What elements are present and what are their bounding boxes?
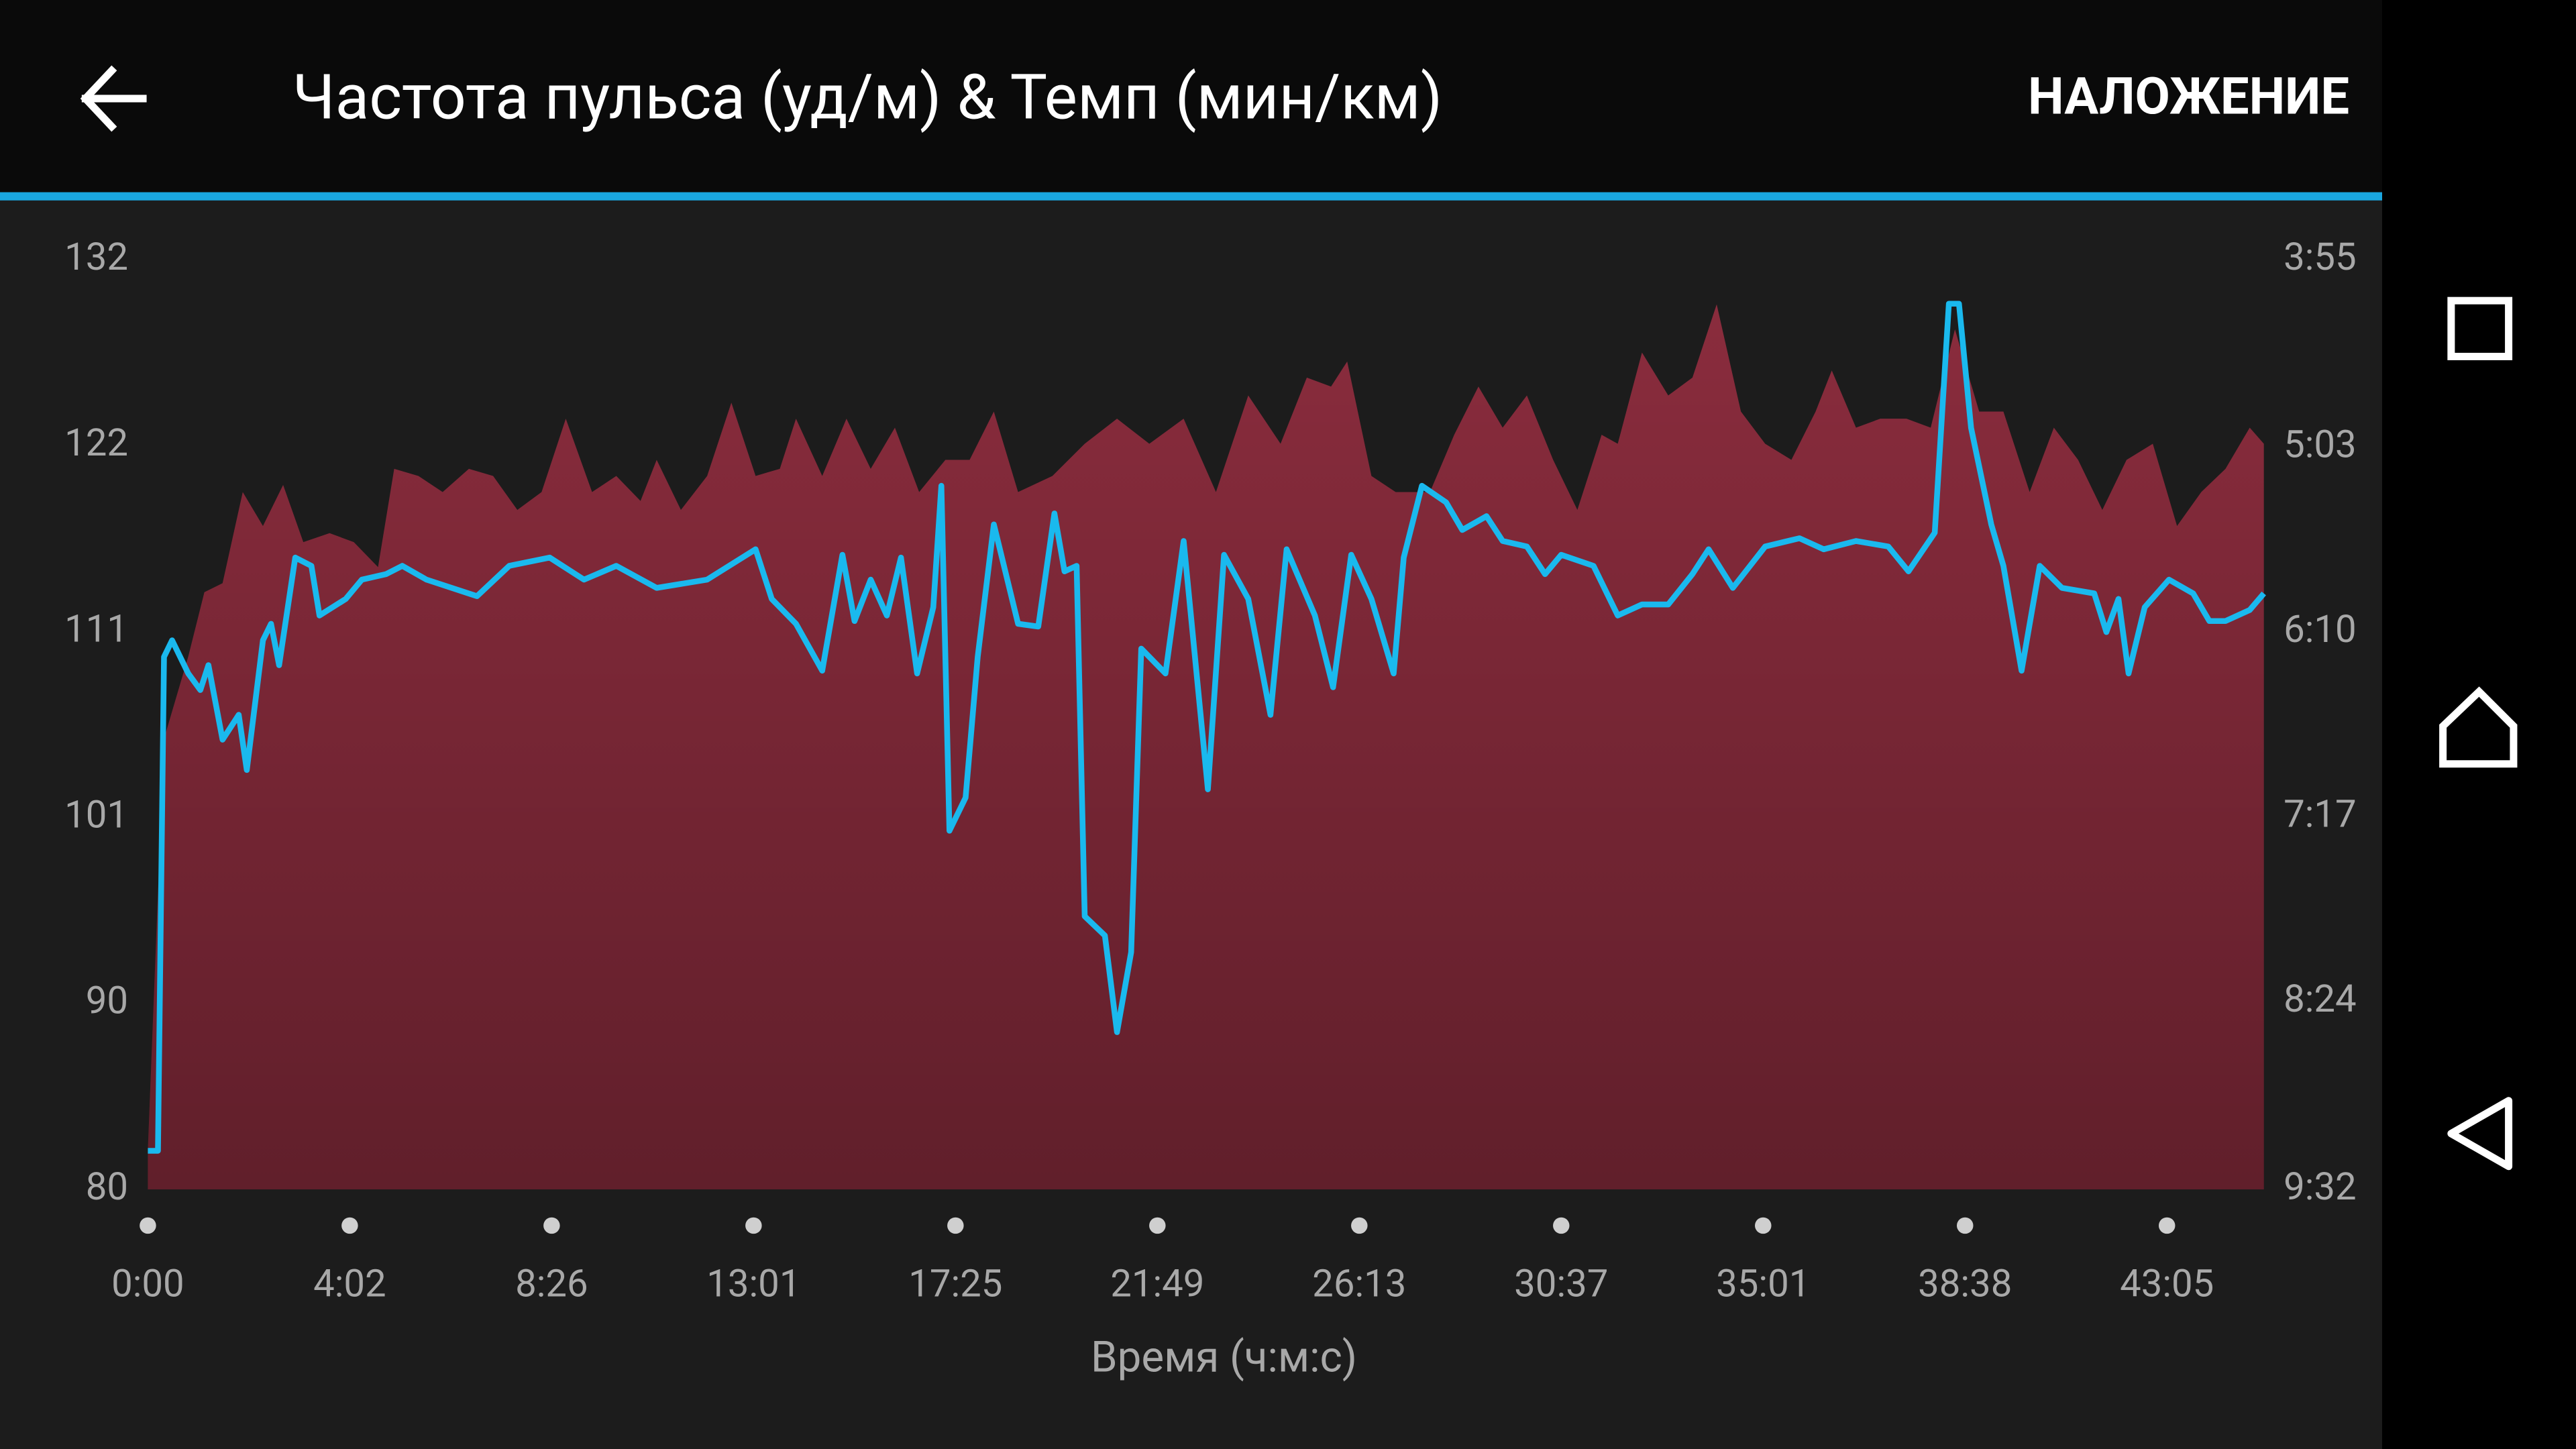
y2-tick-label: 3:55 (2284, 235, 2357, 279)
x-tick-label: 4:02 (313, 1261, 386, 1305)
nav-bar (2382, 0, 2576, 1449)
x-tick-label: 26:13 (1312, 1261, 1406, 1305)
app-bar (0, 0, 2383, 193)
x-tick-mark (947, 1217, 964, 1234)
y-tick-label: 132 (64, 235, 128, 279)
app-bar-accent (0, 192, 2383, 201)
x-tick-mark (543, 1217, 560, 1234)
x-tick-mark (140, 1217, 156, 1234)
y2-tick-label: 9:32 (2284, 1165, 2357, 1209)
x-tick-label: 17:25 (908, 1261, 1002, 1305)
x-tick-mark (341, 1217, 358, 1234)
x-tick-label: 38:38 (1918, 1261, 2012, 1305)
y-tick-label: 80 (86, 1165, 128, 1209)
y-tick-label: 101 (64, 792, 128, 837)
y2-tick-label: 5:03 (2284, 423, 2357, 467)
x-tick-label: 0:00 (111, 1261, 184, 1305)
screen-title: Частота пульса (уд/м) & Темп (мин/км) (292, 60, 1442, 133)
back-button[interactable] (80, 65, 147, 132)
y-tick-label: 111 (64, 606, 128, 651)
overlay-button[interactable]: НАЛОЖЕНИЕ (2028, 66, 2349, 126)
y-tick-label: 122 (64, 421, 128, 465)
x-tick-mark (2158, 1217, 2176, 1234)
x-tick-mark (1351, 1217, 1368, 1234)
y2-tick-label: 8:24 (2284, 977, 2357, 1021)
x-tick-label: 35:01 (1716, 1261, 1810, 1305)
system-back-button[interactable] (2447, 1097, 2513, 1171)
x-tick-label: 13:01 (706, 1261, 800, 1305)
y2-tick-label: 7:17 (2284, 792, 2357, 837)
x-tick-mark (1956, 1217, 1974, 1234)
x-tick-label: 43:05 (2120, 1261, 2214, 1305)
plot: 80 90 101 111 122 132 3:55 5:03 6:10 7:17 8:24 9:32… (64, 235, 2357, 1306)
x-tick-mark (1149, 1217, 1166, 1234)
x-axis-title: Время (ч:м:с) (1091, 1332, 1357, 1383)
pace-line (148, 301, 2266, 1154)
home-button[interactable] (2439, 686, 2518, 768)
y2-tick-label: 6:10 (2284, 607, 2357, 651)
recents-button[interactable] (2447, 297, 2513, 360)
x-tick-label: 8:26 (515, 1261, 588, 1305)
x-tick-mark (1755, 1217, 1772, 1234)
x-tick-label: 30:37 (1514, 1261, 1608, 1305)
x-tick-mark (745, 1217, 762, 1234)
x-tick-mark (1553, 1217, 1570, 1234)
x-tick-label: 21:49 (1110, 1261, 1204, 1305)
y-tick-label: 90 (86, 979, 128, 1023)
